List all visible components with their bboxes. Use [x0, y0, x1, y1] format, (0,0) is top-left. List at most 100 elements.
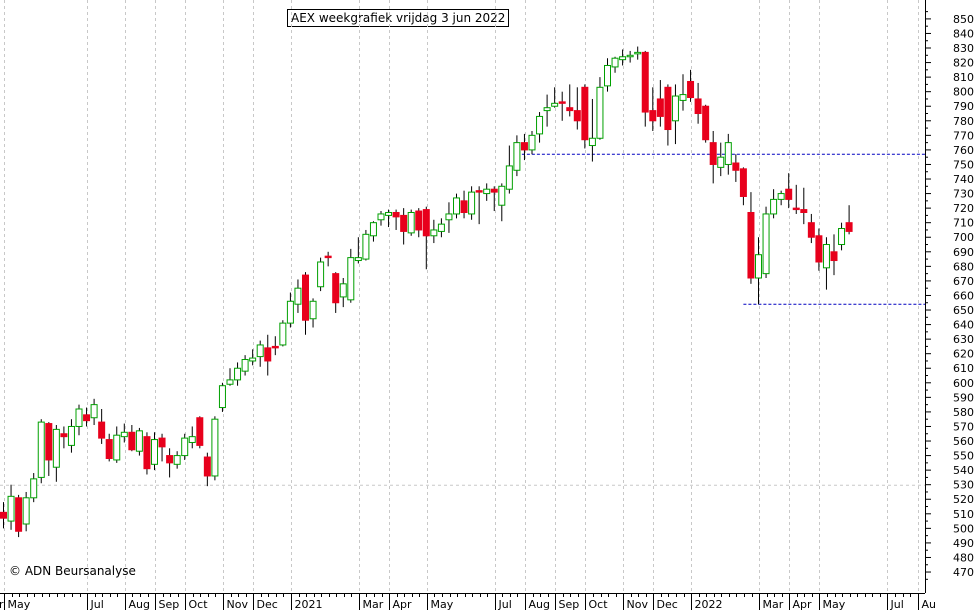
candle-body-up — [339, 283, 347, 298]
candle-body-down — [158, 437, 166, 448]
candle-body-up — [755, 254, 762, 279]
candle-body-up — [67, 425, 75, 446]
x-tick-label: Mar — [363, 598, 384, 610]
candle-body-down — [687, 80, 695, 99]
candle-body-up — [453, 197, 460, 215]
candle-body-up — [588, 137, 596, 147]
y-tick-label: 800 — [953, 86, 974, 99]
candle-body-up — [619, 56, 627, 61]
y-tick-label: 690 — [953, 246, 974, 259]
candle-body-up — [30, 478, 38, 499]
candle-body-up — [671, 95, 679, 122]
candle-body-down — [460, 200, 468, 213]
candle-body-down — [694, 98, 702, 115]
candle-body-down — [45, 423, 53, 461]
x-tick-label: r — [0, 598, 4, 610]
x-tick-label: Dec — [657, 598, 678, 610]
y-tick-label: 480 — [953, 551, 974, 564]
x-tick-label: 2021 — [295, 598, 323, 610]
y-tick-label: 600 — [953, 377, 974, 390]
candle-body-up — [294, 287, 302, 305]
candle-body-down — [649, 110, 657, 122]
candle-body-up — [279, 322, 287, 346]
y-tick-label: 580 — [953, 406, 974, 419]
candle-body-up — [468, 191, 476, 215]
candle-body-up — [22, 497, 30, 525]
x-tick-label: May — [8, 598, 31, 610]
candle-body-up — [362, 233, 370, 260]
x-tick-label: Jul — [90, 598, 104, 610]
candle-body-down — [415, 210, 423, 231]
candle-body-up — [347, 257, 355, 301]
y-tick-label: 630 — [953, 333, 974, 346]
candle-body-up — [536, 115, 544, 135]
candle-body-down — [324, 255, 332, 259]
candle-body-up — [528, 134, 536, 151]
y-tick-label: 570 — [953, 420, 974, 433]
y-tick-label: 820 — [953, 57, 974, 70]
candle-body-down — [98, 421, 106, 439]
candle-body-down — [15, 497, 23, 532]
candle-body-up — [369, 222, 377, 237]
y-tick-label: 550 — [953, 450, 974, 463]
candle-body-up — [596, 86, 604, 139]
candle-body-down — [128, 431, 136, 451]
candle-body-up — [505, 165, 513, 190]
y-tick-label: 620 — [953, 348, 974, 361]
candle-body-down — [581, 86, 589, 141]
candle-body-up — [113, 434, 121, 461]
candle-body-up — [513, 142, 521, 171]
candle-body-up — [407, 211, 415, 234]
candle-body-up — [211, 418, 219, 477]
candle-body-down — [558, 101, 566, 104]
y-tick-label: 530 — [953, 479, 974, 492]
x-tick-label: Sep — [159, 598, 180, 610]
candle-body-down — [641, 51, 649, 113]
y-tick-label: 660 — [953, 289, 974, 302]
x-tick-label: Aug — [129, 598, 150, 610]
y-tick-label: 850 — [953, 13, 974, 26]
candle-body-down — [845, 222, 853, 232]
candle-body-up — [226, 379, 234, 385]
candle-body-down — [702, 105, 710, 141]
candle-body-down — [475, 190, 483, 193]
y-tick-label: 760 — [953, 144, 974, 157]
y-tick-label: 470 — [953, 566, 974, 579]
candle-body-up — [377, 213, 385, 221]
candle-body-down — [830, 251, 838, 262]
candle-body-up — [777, 193, 785, 200]
candle-body-down — [60, 433, 68, 438]
y-tick-label: 770 — [953, 129, 974, 142]
y-tick-label: 650 — [953, 304, 974, 317]
candle-body-up — [234, 367, 242, 381]
candle-body-up — [437, 223, 445, 232]
candle-body-down — [732, 162, 740, 171]
candle-body-down — [747, 211, 755, 279]
candle-body-up — [551, 102, 559, 107]
y-tick-label: 720 — [953, 202, 974, 215]
candle-body-up — [611, 57, 619, 68]
x-tick-label: Au — [922, 598, 937, 610]
x-tick-label: Nov — [227, 598, 249, 610]
y-tick-label: 520 — [953, 493, 974, 506]
candle-body-down — [709, 142, 717, 165]
candle-body-up — [181, 437, 189, 457]
candle-body-up — [679, 94, 687, 101]
candle-body-up — [37, 421, 45, 478]
y-tick-label: 590 — [953, 391, 974, 404]
y-tick-label: 780 — [953, 115, 974, 128]
candle-body-up — [430, 229, 438, 237]
candle-body-down — [656, 98, 664, 117]
candle-body-down — [196, 417, 204, 446]
candle-body-down — [143, 436, 151, 470]
x-tick-label: Oct — [189, 598, 209, 610]
x-tick-label: Aug — [529, 598, 550, 610]
candle-body-up — [135, 430, 143, 452]
y-tick-label: 790 — [953, 100, 974, 113]
y-tick-label: 500 — [953, 522, 974, 535]
candle-body-up — [75, 408, 83, 427]
candle-body-down — [422, 209, 430, 237]
candle-body-up — [385, 211, 393, 216]
y-tick-label: 490 — [953, 537, 974, 550]
y-tick-label: 680 — [953, 260, 974, 273]
